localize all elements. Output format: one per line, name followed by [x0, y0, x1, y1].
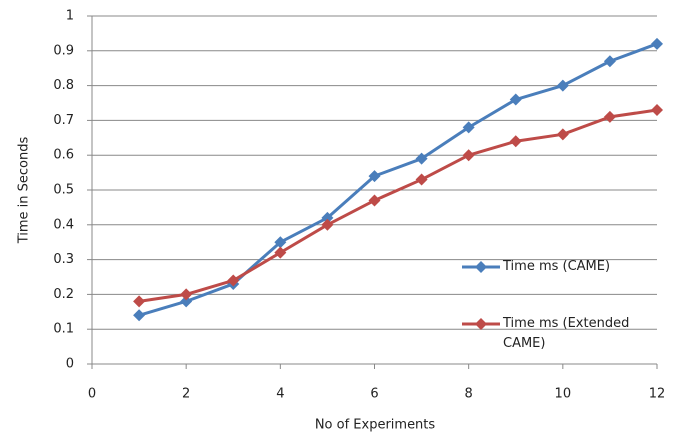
point — [133, 295, 146, 308]
y-tick-label: 0.2 — [53, 287, 74, 302]
point — [462, 149, 475, 162]
point — [556, 128, 569, 141]
point — [462, 121, 475, 134]
x-tick-label: 0 — [88, 387, 96, 402]
point — [180, 288, 193, 301]
y-tick-label: 0.3 — [53, 252, 74, 267]
point — [368, 170, 381, 183]
point — [321, 211, 334, 224]
x-tick-label: 4 — [276, 387, 284, 402]
x-tick-label: 12 — [649, 387, 666, 402]
x-tick-label: 10 — [555, 387, 572, 402]
point — [368, 194, 381, 207]
y-tick-label: 1 — [66, 9, 74, 24]
point — [274, 236, 287, 249]
point — [556, 79, 569, 92]
legend-entry: Time ms (CAME) — [503, 259, 611, 274]
point — [415, 173, 428, 186]
y-axis-label: Time in Seconds — [17, 137, 32, 245]
point — [274, 246, 287, 259]
y-tick-label: 0.5 — [53, 183, 74, 198]
point — [180, 295, 193, 308]
point — [603, 55, 616, 68]
legend-entry: Time ms (Extended CAME) — [503, 316, 630, 351]
x-axis-label: No of Experiments — [315, 418, 436, 433]
point — [321, 218, 334, 231]
x-tick-label: 6 — [370, 387, 378, 402]
y-tick-label: 0.4 — [53, 217, 74, 232]
legend-marker — [475, 318, 487, 330]
x-tick-label: 2 — [182, 387, 190, 402]
point — [651, 37, 663, 50]
point — [509, 93, 522, 106]
point — [603, 110, 616, 123]
point — [133, 309, 146, 322]
series-line — [138, 42, 658, 317]
y-tick-label: 0.9 — [53, 43, 74, 58]
y-tick-label: 0.1 — [53, 322, 74, 337]
y-tick-label: 0.8 — [53, 78, 74, 93]
y-tick-label: 0 — [66, 357, 74, 372]
point — [415, 152, 428, 165]
point — [651, 103, 663, 116]
legend-marker — [475, 261, 487, 273]
point — [509, 135, 522, 148]
y-tick-label: 0.6 — [53, 148, 74, 163]
y-tick-label: 0.7 — [53, 113, 74, 128]
point — [227, 274, 240, 287]
series-line — [138, 108, 658, 303]
x-tick-label: 8 — [465, 387, 473, 402]
